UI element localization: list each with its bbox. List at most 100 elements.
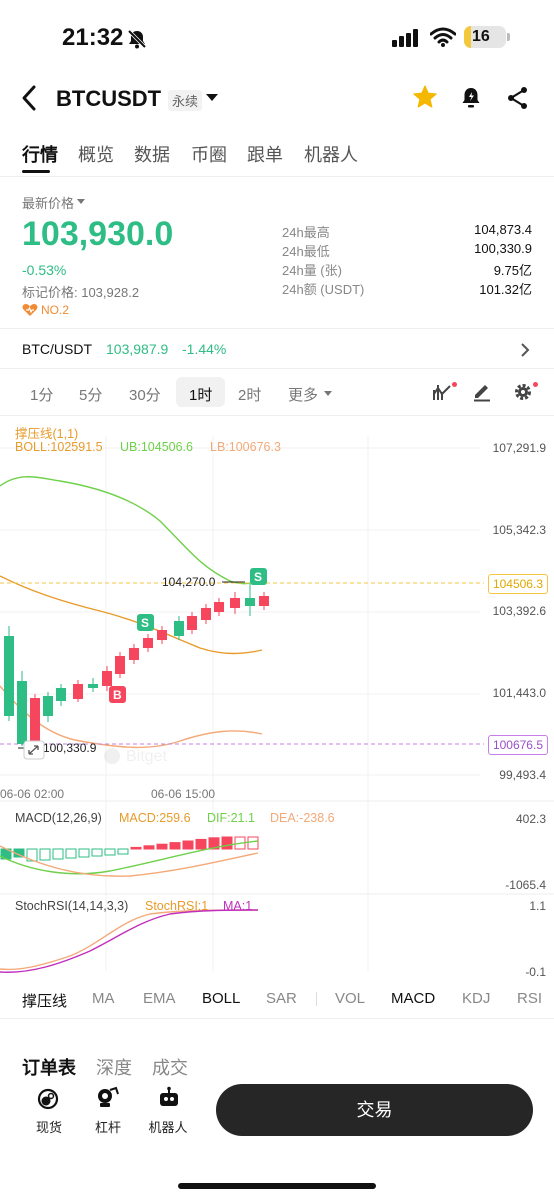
macd-histogram-bar	[91, 848, 103, 857]
macd-dea-value: DEA:-238.6	[270, 811, 335, 825]
macd-dif-value: DIF:21.1	[207, 811, 255, 825]
candle-body	[30, 698, 40, 744]
boll-middle-band	[0, 575, 263, 655]
latest-price-label[interactable]: 最新价格	[22, 196, 75, 211]
indicator-settings-icon[interactable]	[432, 382, 454, 402]
margin-label[interactable]: 杠杆	[94, 1120, 121, 1135]
draw-tool-icon[interactable]	[472, 382, 492, 402]
tab-order-book[interactable]: 订单表	[22, 1058, 76, 1078]
bot-icon[interactable]	[157, 1086, 181, 1110]
macd-histogram-bar	[221, 836, 233, 850]
spot-pair-label[interactable]: BTC/USDT	[22, 341, 92, 357]
tab-bots[interactable]: 机器人	[304, 145, 358, 165]
price-alert-icon[interactable]	[460, 86, 482, 110]
trade-button[interactable]: 交易	[216, 1084, 533, 1136]
symbol-dropdown-icon[interactable]	[206, 94, 218, 101]
macd-histogram-bar	[130, 846, 142, 850]
interval-1h[interactable]: 1时	[189, 387, 213, 404]
stochrsi-value: StochRSI:1	[145, 899, 209, 913]
interval-5m[interactable]: 5分	[79, 387, 103, 404]
indicator-tab-macd[interactable]: MACD	[391, 990, 436, 1007]
tab-community[interactable]: 币圈	[191, 145, 227, 165]
candle-body	[17, 681, 27, 744]
boll-upper-band	[0, 476, 263, 585]
macd-dif-line	[0, 840, 259, 875]
price-change-percent: -0.53%	[22, 262, 67, 278]
boll-value: BOLL:102591.5	[15, 440, 103, 454]
tab-overview[interactable]: 概览	[78, 145, 114, 165]
spot-pair-price[interactable]: 103,987.9	[106, 341, 169, 357]
chevron-right-icon[interactable]	[520, 343, 530, 357]
y-axis-tick: 99,493.4	[499, 768, 546, 782]
rank-label[interactable]: NO.2	[41, 303, 70, 317]
interval-more[interactable]: 更多	[288, 387, 319, 404]
tab-market[interactable]: 行情	[22, 145, 58, 165]
stat-value: 101.32亿	[479, 282, 532, 297]
upper-band-price-tag: 104506.3	[487, 574, 548, 594]
back-arrow-icon[interactable]	[18, 84, 40, 112]
macd-histogram-bar	[52, 848, 64, 860]
lower-band-price-tag: 100676.5	[487, 735, 548, 755]
stochrsi-y-bottom: -0.1	[525, 965, 546, 979]
sell-signal-marker[interactable]: S	[137, 614, 154, 631]
spot-pair-change[interactable]: -1.44%	[182, 341, 227, 357]
interval-active-background	[176, 377, 225, 407]
sell-signal-marker[interactable]: S	[250, 568, 267, 585]
latest-price-dropdown-icon[interactable]	[77, 199, 85, 204]
spot-icon[interactable]	[37, 1088, 59, 1110]
more-dropdown-icon[interactable]	[324, 391, 332, 396]
stochrsi-title[interactable]: StochRSI(14,14,3,3)	[15, 899, 129, 913]
indicator-tab-ma[interactable]: MA	[92, 990, 115, 1007]
chart-grid	[0, 436, 554, 971]
y-axis-tick: 103,392.6	[492, 604, 546, 618]
favorite-star-icon[interactable]	[412, 84, 438, 110]
tab-trades[interactable]: 成交	[152, 1058, 188, 1078]
chart-settings-gear-icon[interactable]	[513, 382, 533, 402]
y-axis-tick: 107,291.9	[492, 441, 546, 455]
indicator-tab-ema[interactable]: EMA	[143, 990, 176, 1007]
exchange-watermark: Bitget	[104, 748, 167, 765]
tab-copy-trading[interactable]: 跟单	[247, 145, 283, 165]
buy-signal-marker[interactable]: B	[109, 686, 126, 703]
y-axis-tick: 105,342.3	[492, 523, 546, 537]
indicator-tab-sar[interactable]: SAR	[266, 990, 297, 1007]
tab-active-indicator	[22, 170, 50, 173]
bot-label[interactable]: 机器人	[148, 1120, 188, 1135]
candle-body	[230, 598, 240, 608]
macd-histogram-bar	[65, 848, 77, 859]
indicator-tab-boll[interactable]: BOLL	[202, 990, 241, 1007]
indicator-tab-rsi[interactable]: RSI	[517, 990, 543, 1007]
perpetual-badge: 永续	[168, 90, 203, 111]
svg-text:S: S	[141, 616, 149, 630]
kline-chart[interactable]: Bitget 104,270.0 100,330.9 S S B	[0, 416, 554, 986]
macd-y-bottom: -1065.4	[505, 878, 546, 892]
last-price: 103,930.0	[22, 215, 174, 253]
tab-data[interactable]: 数据	[134, 145, 170, 165]
interval-30m[interactable]: 30分	[129, 387, 161, 404]
margin-icon[interactable]	[96, 1086, 120, 1110]
indicator-tab-kdj[interactable]: KDJ	[462, 990, 491, 1007]
candle-body	[157, 630, 167, 640]
spot-label[interactable]: 现货	[36, 1120, 63, 1135]
x-axis-tick: 06-06 02:00	[0, 787, 65, 801]
svg-text:Bitget: Bitget	[126, 748, 167, 765]
symbol-title[interactable]: BTCUSDT	[56, 86, 162, 111]
candle-body	[43, 696, 53, 716]
indicator-tab-support-resistance[interactable]: 撑压线	[22, 993, 68, 1010]
stochrsi-ma-value: MA:1	[223, 899, 253, 913]
tab-depth[interactable]: 深度	[96, 1058, 132, 1078]
expand-chart-icon[interactable]	[23, 740, 45, 760]
share-icon[interactable]	[506, 86, 530, 110]
section-divider	[0, 1018, 554, 1019]
stochrsi-k-line	[0, 909, 259, 971]
overlay-title[interactable]: 撑压线(1,1)	[15, 427, 79, 441]
indicator-tab-vol[interactable]: VOL	[335, 990, 366, 1007]
macd-dea-line	[0, 845, 259, 877]
macd-title[interactable]: MACD(12,26,9)	[15, 811, 102, 825]
battery-cap	[507, 33, 510, 41]
interval-1m[interactable]: 1分	[30, 387, 54, 404]
interval-2h[interactable]: 2时	[238, 387, 262, 404]
x-axis-tick: 06-06 15:00	[151, 787, 216, 801]
notification-dot	[533, 382, 538, 387]
candle-body	[259, 596, 269, 606]
